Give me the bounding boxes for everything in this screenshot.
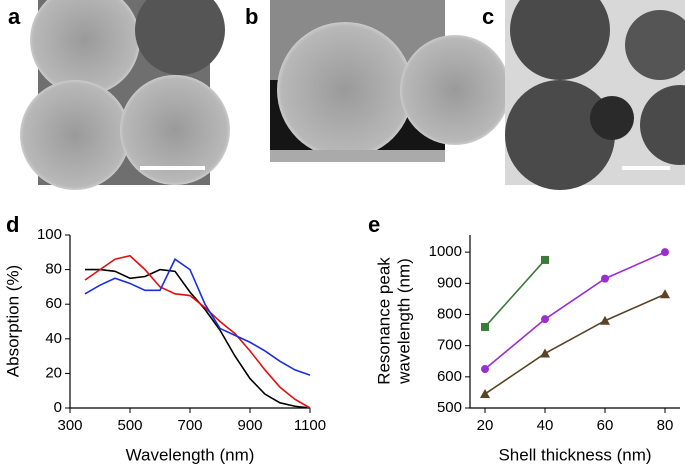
x-tick-label: 40 (537, 417, 554, 434)
y-tick-label: 900 (437, 274, 462, 291)
marker (600, 315, 610, 325)
data-line (484, 259, 546, 328)
panel-label: e (368, 212, 380, 237)
data-line (84, 258, 311, 376)
x-tick-label: 1100 (294, 417, 326, 434)
y-tick-label: 1000 (429, 243, 462, 260)
y-axis-label: Absorption (%) (3, 265, 22, 377)
x-axis-label: Shell thickness (nm) (498, 445, 651, 464)
y-tick-label: 60 (45, 295, 62, 312)
x-tick-label: 20 (477, 417, 494, 434)
axis (69, 235, 310, 409)
y-tick-label: 80 (45, 261, 62, 278)
marker (660, 289, 670, 299)
sem-image-c (505, 0, 685, 190)
y-tick-label: 40 (45, 330, 62, 347)
x-tick-label: 700 (177, 417, 202, 434)
y-tick-label: 0 (54, 399, 62, 416)
y-axis-label: wavelength (nm) (394, 258, 413, 385)
sem-image-b (270, 0, 510, 170)
y-tick-label: 20 (45, 364, 62, 381)
panel-label: b (245, 4, 258, 29)
y-axis-label: Resonance peak (374, 257, 393, 385)
x-tick-label: 500 (117, 417, 142, 434)
marker (481, 365, 489, 374)
y-tick-label: 500 (437, 399, 462, 416)
x-tick-label: 300 (57, 417, 82, 434)
y-tick-label: 800 (437, 305, 462, 322)
sem-image-a (20, 0, 230, 190)
x-tick-label: 900 (237, 417, 262, 434)
panel-label: a (8, 4, 21, 29)
x-tick-label: 80 (657, 417, 674, 434)
x-axis-label: Wavelength (nm) (126, 445, 255, 464)
marker (481, 322, 489, 331)
marker (541, 315, 549, 324)
marker (661, 248, 669, 257)
panel-label: c (482, 4, 494, 29)
marker (540, 348, 550, 358)
x-tick-label: 60 (597, 417, 614, 434)
panel-label: d (6, 212, 19, 237)
y-tick-label: 600 (437, 368, 462, 385)
y-tick-label: 100 (37, 226, 62, 243)
data-line (84, 254, 311, 409)
marker (601, 274, 609, 283)
data-line (85, 268, 311, 409)
marker (480, 388, 490, 398)
marker (541, 255, 549, 264)
data-line (484, 251, 666, 370)
data-line (484, 293, 666, 395)
y-tick-label: 700 (437, 337, 462, 354)
